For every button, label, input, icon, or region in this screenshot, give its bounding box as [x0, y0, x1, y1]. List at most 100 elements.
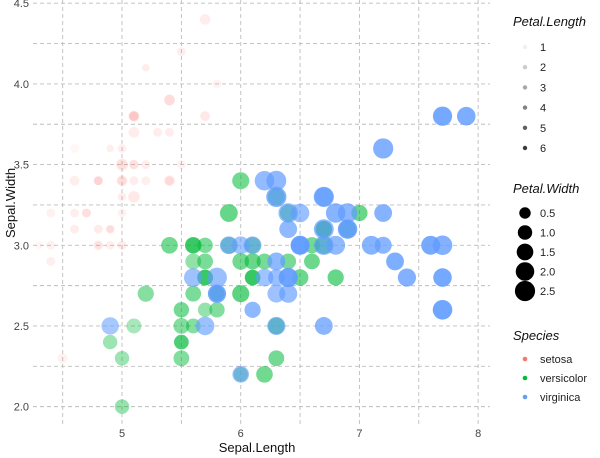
data-point	[195, 316, 215, 336]
legend-label-petal-length: 2	[540, 62, 546, 74]
legend-key-petal-width	[515, 262, 535, 281]
data-point	[128, 111, 139, 122]
legend-label-species: versicolor	[540, 373, 587, 385]
data-point	[278, 203, 298, 223]
data-point	[115, 158, 129, 171]
data-point	[141, 63, 150, 72]
series-setosa	[35, 14, 222, 364]
y-tick-label: 2.0	[14, 402, 29, 414]
data-point	[197, 253, 214, 270]
y-tick-label: 3.0	[14, 240, 29, 252]
data-point	[337, 219, 358, 239]
data-point	[117, 159, 127, 170]
data-point	[117, 192, 127, 202]
data-point	[117, 208, 127, 218]
data-point	[266, 186, 287, 207]
data-point	[232, 366, 250, 383]
data-point	[279, 220, 298, 239]
legend-key-petal-width	[517, 225, 533, 240]
data-point	[197, 302, 213, 318]
data-point	[386, 252, 404, 271]
legend-label-petal-width: 2.0	[540, 267, 555, 279]
data-point	[176, 160, 186, 170]
data-point	[199, 14, 211, 25]
data-point	[70, 208, 79, 218]
data-point	[244, 301, 261, 318]
data-point	[173, 350, 190, 367]
data-point	[46, 256, 56, 266]
data-point	[185, 285, 202, 302]
data-point	[207, 267, 227, 288]
data-point	[114, 399, 130, 414]
data-point	[105, 240, 115, 250]
data-point	[327, 269, 344, 286]
y-tick-label: 4.0	[14, 79, 29, 91]
data-point	[267, 284, 286, 303]
data-point	[185, 253, 202, 270]
legend-label-petal-width: 1.5	[540, 247, 555, 259]
legend-label-petal-length: 1	[540, 42, 546, 54]
x-tick-label: 6	[238, 428, 244, 440]
data-point	[232, 253, 250, 270]
data-point	[432, 300, 453, 320]
data-point	[268, 269, 285, 286]
data-point	[174, 334, 189, 350]
legend-key-petal-width	[516, 243, 534, 261]
data-point	[81, 208, 91, 218]
data-point	[102, 334, 118, 350]
data-point	[173, 334, 189, 350]
data-point	[141, 160, 151, 170]
data-point	[433, 268, 452, 287]
data-point	[93, 224, 103, 234]
data-point	[46, 208, 56, 218]
data-point	[176, 47, 186, 57]
legend-key-petal-length	[522, 105, 528, 110]
data-point	[70, 224, 79, 234]
data-point	[255, 268, 274, 287]
data-point	[267, 316, 286, 336]
legend-key-petal-length	[522, 65, 528, 70]
data-point	[101, 317, 119, 335]
data-point	[373, 138, 394, 159]
data-point	[207, 284, 227, 303]
data-point	[232, 285, 250, 303]
data-point	[114, 351, 130, 366]
x-tick-label: 5	[119, 428, 125, 440]
data-point	[361, 235, 381, 255]
data-point	[165, 176, 174, 186]
data-point	[244, 253, 261, 270]
grid	[33, 0, 490, 426]
data-point	[129, 111, 139, 121]
data-point	[116, 175, 128, 187]
data-point	[456, 106, 476, 126]
data-point	[397, 268, 417, 287]
data-point	[106, 225, 114, 233]
data-point	[128, 126, 140, 138]
legend-label-petal-length: 4	[540, 103, 546, 115]
data-point	[314, 235, 334, 256]
y-tick-label: 3.5	[14, 160, 29, 172]
data-point	[219, 204, 238, 222]
data-point	[278, 267, 298, 288]
data-point	[432, 235, 453, 256]
data-point	[70, 144, 79, 153]
legend-key-petal-length	[522, 44, 528, 50]
data-point	[268, 350, 285, 367]
data-point	[313, 219, 334, 240]
y-axis-title: Sepal.Width	[3, 168, 18, 238]
legend-key-petal-width	[519, 207, 531, 219]
data-point	[290, 236, 310, 255]
data-points	[35, 14, 476, 414]
data-point	[69, 175, 80, 186]
data-point	[128, 159, 139, 170]
legend-label-petal-length: 5	[540, 123, 546, 135]
y-tick-label: 4.5	[14, 0, 29, 10]
x-axis-ticks: 5 6 7 8	[119, 428, 481, 440]
x-tick-label: 8	[475, 428, 481, 440]
legend-label-petal-length: 6	[540, 143, 546, 155]
data-point	[185, 237, 202, 254]
x-axis-title: Sepal.Length	[219, 440, 296, 455]
data-point	[93, 240, 104, 251]
data-point	[304, 253, 320, 270]
